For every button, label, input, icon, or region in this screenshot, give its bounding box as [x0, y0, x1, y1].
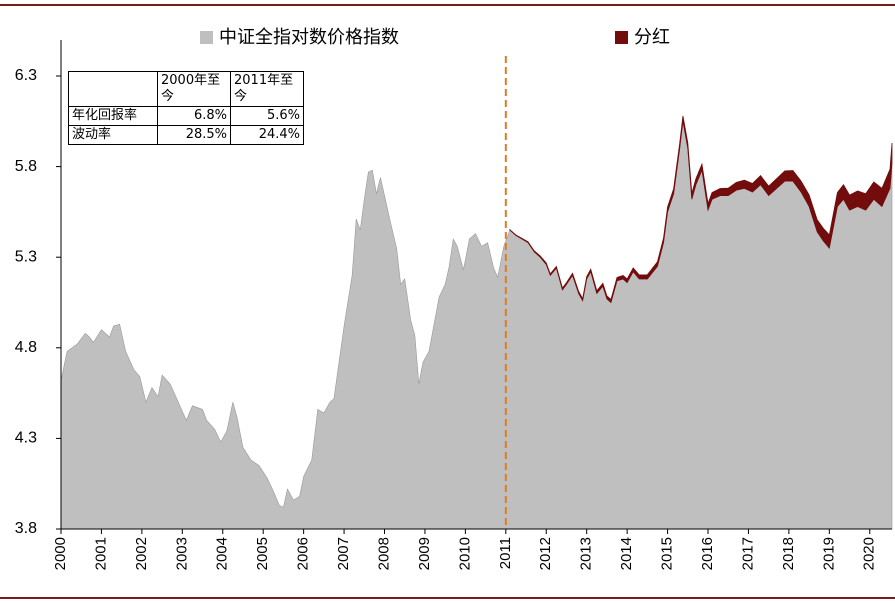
x-tick-label: 2009 [416, 537, 433, 570]
area [509, 115, 893, 304]
row-label: 波动率 [68, 125, 158, 145]
x-tick-label: 2000 [52, 537, 69, 570]
table-row: 波动率 28.5% 24.4% [68, 125, 304, 145]
x-tick-label: 2017 [739, 537, 756, 570]
y-tick-label: 6.3 [15, 67, 37, 84]
area [60, 121, 893, 530]
y-tick-label: 3.8 [15, 520, 37, 537]
cell: 28.5% [157, 125, 231, 145]
x-tick-label: 2011 [497, 537, 514, 569]
x-tick-label: 2007 [335, 537, 352, 570]
table-header: 2000年至今 2011年至今 [68, 71, 304, 107]
x-tick-label: 2005 [254, 537, 271, 570]
legend-swatch [615, 31, 628, 44]
cell: 5.6% [230, 106, 304, 126]
x-tick-label: 2018 [780, 537, 797, 570]
table-row: 年化回报率 6.8% 5.6% [68, 106, 304, 126]
x-tick-label: 2016 [699, 537, 716, 570]
row-label: 年化回报率 [68, 106, 158, 126]
column-header: 2000年至今 [157, 71, 231, 107]
corner-cell [68, 71, 158, 107]
x-tick-label: 2006 [295, 537, 312, 570]
x-tick-label: 2001 [92, 537, 109, 570]
x-tick-label: 2020 [861, 537, 878, 570]
x-tick-label: 2008 [375, 537, 392, 570]
x-tick-label: 2002 [133, 537, 150, 570]
x-tick-label: 2004 [214, 537, 231, 570]
y-tick-label: 5.3 [15, 248, 37, 265]
x-tick-label: 2019 [820, 537, 837, 570]
y-tick-label: 4.3 [15, 430, 37, 447]
cell: 6.8% [157, 106, 231, 126]
x-tick-label: 2010 [456, 537, 473, 570]
y-tick-label: 5.8 [15, 158, 37, 175]
x-tick-label: 2014 [618, 537, 635, 570]
x-tick-label: 2003 [173, 537, 190, 570]
legend-label: 中证全指对数价格指数 [219, 27, 399, 48]
cell: 24.4% [230, 125, 304, 145]
y-tick-label: 4.8 [15, 339, 37, 356]
x-tick-label: 2015 [659, 537, 676, 570]
x-tick-label: 2013 [578, 537, 595, 570]
legend-swatch [200, 31, 213, 44]
x-tick-label: 2012 [537, 537, 554, 570]
legend-label: 分红 [634, 27, 670, 48]
column-header: 2011年至今 [230, 71, 304, 107]
stats-table: 2000年至今 2011年至今 年化回报率 6.8% 5.6% 波动率 28.5… [68, 71, 304, 145]
